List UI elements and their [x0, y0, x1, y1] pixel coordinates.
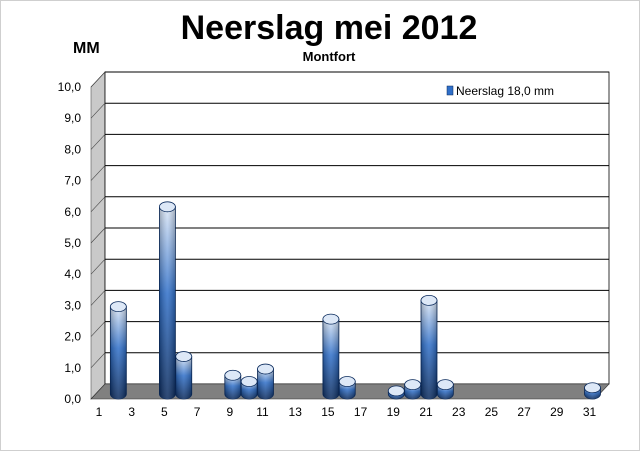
bar-top	[404, 379, 422, 391]
gridline-side	[90, 258, 106, 275]
bar-shade	[257, 369, 274, 399]
bar	[257, 363, 274, 400]
gridline-side	[90, 102, 106, 119]
x-tick-label: 11	[256, 405, 269, 419]
y-tick-label: 4,0	[64, 267, 81, 281]
bar-top	[338, 376, 356, 387]
bar	[240, 376, 258, 400]
y-tick-label: 7,0	[64, 174, 81, 188]
y-tick-label: 2,0	[64, 330, 81, 344]
x-tick-label: 19	[387, 405, 401, 419]
x-tick-label: 25	[485, 405, 499, 419]
y-tick-label: 10,0	[58, 80, 82, 94]
bar	[175, 351, 193, 400]
bar-top	[436, 379, 454, 391]
legend-swatch	[446, 85, 454, 96]
y-tick-label: 6,0	[64, 205, 81, 219]
gridline-side	[90, 71, 106, 88]
bar-top	[109, 301, 127, 313]
bar	[158, 201, 176, 400]
y-tick-label: 1,0	[64, 361, 81, 375]
x-tick-label: 5	[161, 405, 168, 419]
y-tick-label: 5,0	[64, 236, 81, 250]
x-tick-label: 23	[452, 405, 466, 419]
bar	[109, 301, 127, 400]
gridline-side	[90, 227, 106, 244]
x-tick-label: 31	[583, 405, 597, 419]
bar	[338, 376, 356, 400]
x-tick-label: 7	[194, 405, 201, 419]
y-tick-label: 8,0	[64, 142, 81, 156]
bar-top	[387, 385, 405, 397]
bar	[404, 379, 422, 400]
bar-top	[257, 363, 274, 375]
bar-top	[175, 351, 193, 362]
bar	[420, 294, 438, 400]
bar-top	[240, 376, 258, 387]
y-tick-label: 9,0	[64, 111, 81, 125]
gridline-side	[90, 352, 106, 369]
gridline-side	[90, 165, 106, 181]
bar	[322, 313, 340, 400]
axis-ticks: 0,01,02,03,04,05,06,07,08,09,010,01 3 5 7 9 1…	[58, 80, 597, 419]
x-tick-label: 3	[128, 405, 135, 419]
bar	[387, 385, 405, 400]
bar-series	[109, 201, 601, 400]
x-tick-label: 27	[517, 405, 531, 419]
y-tick-label: 3,0	[64, 298, 81, 312]
gridline-side	[90, 134, 106, 150]
bar-shade	[224, 375, 241, 399]
plot-area	[90, 71, 610, 400]
bar-top	[584, 382, 601, 394]
x-tick-label: 29	[550, 405, 564, 419]
bar-top	[322, 313, 340, 325]
gridline-side	[90, 196, 106, 213]
x-tick-label: 9	[226, 405, 233, 419]
y-tick-label: 0,0	[64, 392, 81, 406]
bar-shade	[421, 300, 437, 399]
bar-top	[420, 294, 438, 306]
bar-shade	[110, 306, 127, 399]
bar-top	[158, 201, 176, 213]
x-tick-label: 15	[321, 405, 335, 419]
bar-shade	[175, 356, 192, 399]
legend: Neerslag 18,0 mm	[446, 84, 554, 98]
bar-shade	[159, 206, 176, 399]
bar	[224, 369, 242, 400]
x-tick-label: 13	[289, 405, 303, 419]
x-tick-label: 21	[419, 405, 433, 419]
x-tick-label: 1	[96, 405, 103, 419]
bar-top	[224, 369, 242, 381]
gridline-side	[90, 290, 106, 306]
x-tick-label: 17	[354, 405, 368, 419]
bar	[436, 379, 454, 400]
y-unit-label: MM	[73, 40, 100, 57]
bar-shade	[322, 319, 339, 399]
legend-label: Neerslag 18,0 mm	[456, 84, 554, 98]
chart-subtitle: Montfort	[303, 49, 356, 64]
chart-title: Neerslag mei 2012	[181, 9, 478, 47]
bar	[584, 382, 601, 400]
gridline-side	[90, 321, 106, 337]
